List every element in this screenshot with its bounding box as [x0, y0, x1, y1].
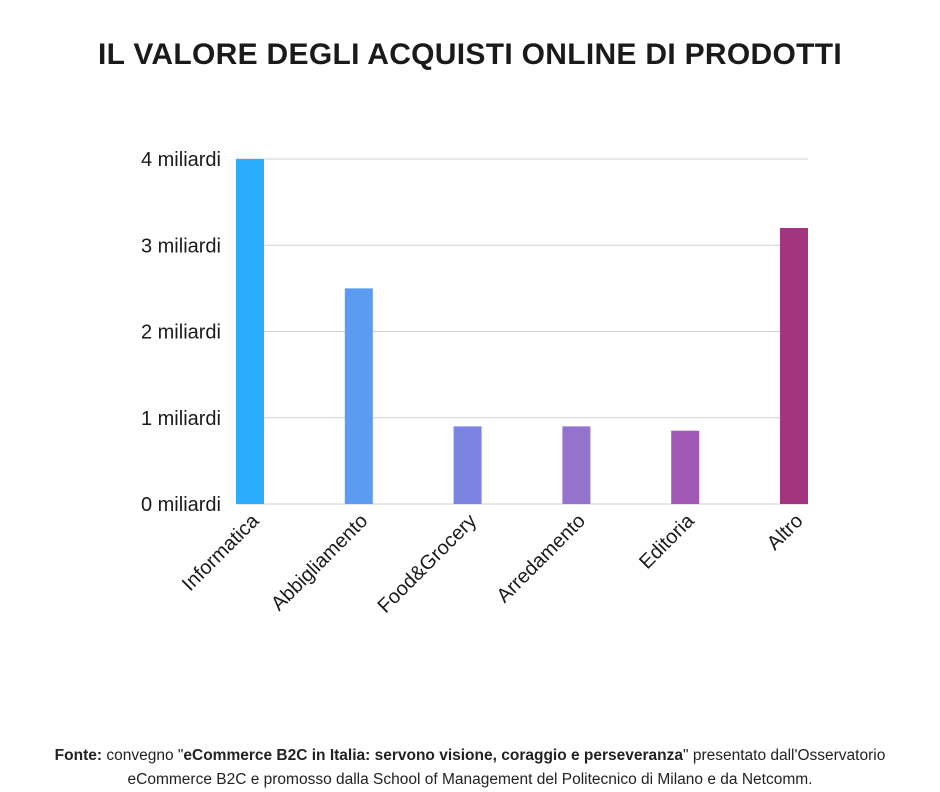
bars: [236, 159, 808, 504]
bar-abbigliamento: [344, 288, 373, 504]
x-tick-label: Informatica: [178, 509, 264, 595]
gridlines: [236, 158, 808, 505]
source-event-title: eCommerce B2C in Italia: servono visione…: [183, 747, 684, 764]
bar-informatica: [236, 159, 264, 504]
x-tick-label: Food&Grocery: [374, 510, 482, 618]
x-tick-label: Arredamento: [493, 510, 590, 607]
bar-editoria: [671, 430, 700, 504]
source-label: Fonte:: [54, 747, 103, 764]
bar-arredamento: [562, 426, 591, 504]
y-tick-label: 0 miliardi: [141, 494, 221, 516]
x-tick-label: Abbigliamento: [267, 510, 372, 615]
x-tick-label: Editoria: [635, 509, 699, 573]
x-axis-ticks: Informatica Abbigliamento Food&Grocery Arre…: [178, 509, 808, 617]
chart-title: IL VALORE DEGLI ACQUISTI ONLINE DI PRODO…: [97, 38, 843, 71]
y-tick-label: 2 miliardi: [141, 322, 221, 344]
bar-chart: 0 miliardi 1 miliardi 2 miliardi 3 miliardi…: [141, 149, 808, 618]
y-tick-label: 3 miliardi: [141, 235, 221, 257]
y-tick-label: 1 miliardi: [141, 408, 221, 430]
bar-altro: [780, 228, 808, 504]
source-note: Fonte: convegno "eCommerce B2C in Italia…: [20, 744, 920, 792]
x-tick-label: Altro: [763, 510, 808, 555]
y-axis-ticks: 0 miliardi 1 miliardi 2 miliardi 3 miliardi…: [141, 149, 221, 516]
y-tick-label: 4 miliardi: [141, 149, 221, 171]
bar-food-grocery: [453, 426, 482, 504]
source-text-after: " presentato dall'Osservatorio eCommerce…: [127, 747, 886, 788]
source-text-before: convegno ": [102, 747, 184, 764]
